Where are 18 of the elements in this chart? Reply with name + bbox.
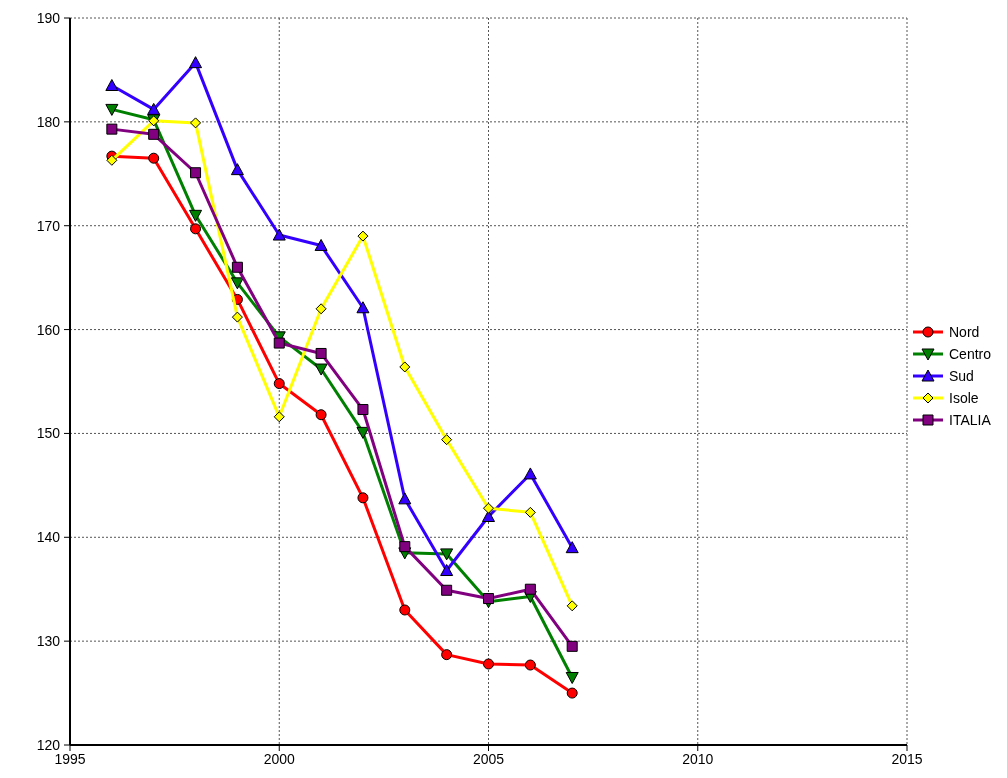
y-tick-label: 130 bbox=[36, 633, 61, 650]
y-tick-label: 140 bbox=[36, 529, 61, 546]
y-tick-label: 190 bbox=[36, 10, 61, 26]
y-tick-label: 150 bbox=[36, 425, 61, 442]
legend-label: ITALIA bbox=[949, 412, 992, 428]
y-tick-label: 120 bbox=[36, 737, 61, 753]
y-tick-label: 170 bbox=[36, 217, 61, 234]
x-tick-label: 2010 bbox=[682, 751, 714, 767]
legend-label: Centro bbox=[949, 346, 992, 362]
x-tick-label: 2015 bbox=[891, 751, 923, 767]
legend-label: Sud bbox=[949, 368, 974, 384]
x-tick-label: 1995 bbox=[54, 751, 86, 767]
x-tick-label: 2005 bbox=[472, 751, 505, 767]
legend-label: Nord bbox=[949, 324, 980, 340]
legend-label: Isole bbox=[949, 390, 979, 406]
y-tick-label: 160 bbox=[36, 321, 61, 338]
x-tick-label: 2000 bbox=[263, 751, 296, 767]
y-tick-label: 180 bbox=[36, 113, 61, 130]
